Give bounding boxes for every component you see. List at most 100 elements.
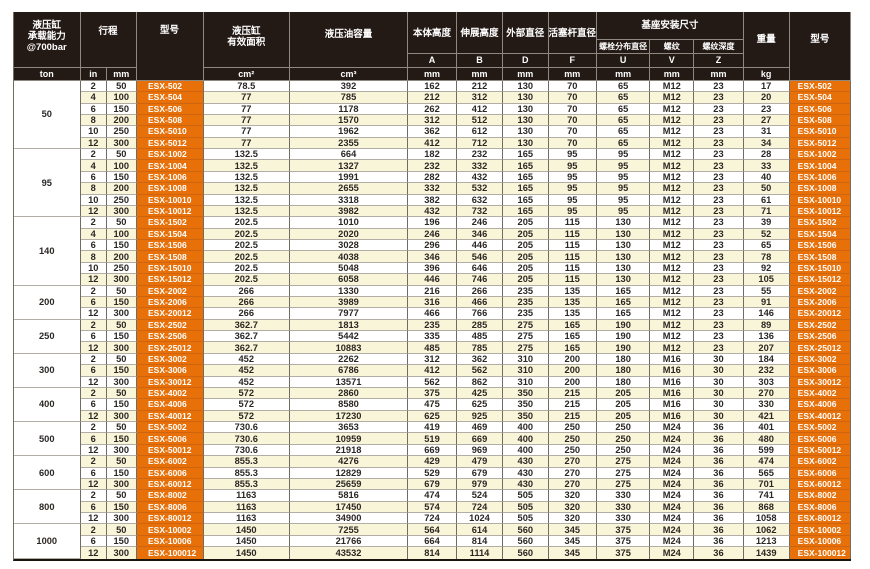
cell-stroke-mm: 150	[107, 501, 137, 514]
cell-dim-d: 205	[503, 251, 549, 263]
cell-weight: 61	[743, 194, 790, 206]
cell-dim-b: 979	[457, 478, 503, 491]
cell-dim-d: 205	[503, 240, 549, 252]
cell-dim-f: 115	[548, 274, 597, 286]
unit-in: in	[80, 67, 107, 81]
cell-model-right: ESX-6006	[789, 467, 851, 479]
cell-dim-b: 266	[457, 285, 503, 297]
cell-weight: 868	[743, 501, 790, 514]
cell-dim-f: 95	[548, 183, 597, 195]
cell-dim-u: 165	[596, 308, 651, 320]
cell-area: 572	[203, 387, 290, 400]
cell-model: ESX-2002	[136, 285, 204, 297]
cell-stroke-mm: 150	[107, 535, 137, 548]
cell-dim-z: 23	[694, 160, 744, 172]
cell-volume: 2655	[290, 183, 408, 195]
cell-weight: 421	[743, 410, 790, 423]
cell-dim-z: 30	[694, 365, 744, 377]
cell-dim-f: 135	[548, 308, 597, 320]
cell-dim-f: 200	[548, 353, 597, 366]
cell-dim-f: 70	[548, 137, 597, 150]
cell-volume: 2860	[290, 387, 408, 400]
header-model-title-right: 型号	[789, 11, 851, 81]
cell-dim-d: 235	[503, 308, 549, 320]
cell-volume: 1570	[290, 114, 408, 127]
cell-dim-u: 275	[596, 478, 651, 491]
cell-dim-u: 190	[596, 319, 651, 332]
cell-stroke-in: 12	[80, 376, 107, 388]
cell-dim-v: M12	[650, 171, 695, 184]
cell-dim-d: 430	[503, 467, 549, 479]
cell-stroke-in: 2	[80, 319, 107, 332]
cell-dim-a: 196	[408, 217, 457, 229]
cell-model: ESX-6002	[136, 456, 204, 468]
cell-stroke-mm: 50	[107, 353, 137, 366]
cell-dim-z: 36	[694, 422, 744, 434]
cell-dim-f: 70	[548, 92, 597, 104]
header-extended-height-title: 伸展高度	[457, 11, 503, 55]
cell-dim-d: 130	[503, 126, 549, 138]
cell-dim-a: 669	[408, 444, 457, 457]
cell-dim-a: 564	[408, 524, 457, 536]
cell-model-right: ESX-5012	[789, 137, 851, 150]
cell-dim-u: 165	[596, 285, 651, 297]
cell-dim-a: 724	[408, 513, 457, 525]
cell-model-right: ESX-50012	[789, 444, 851, 457]
cell-dim-z: 36	[694, 490, 744, 502]
cell-dim-z: 36	[694, 547, 744, 559]
cell-weight: 303	[743, 376, 790, 388]
cell-area: 1163	[203, 501, 290, 514]
capacity-cell: 140	[14, 217, 81, 286]
cell-model-right: ESX-8006	[789, 501, 851, 514]
cell-area: 202.5	[203, 251, 290, 263]
cell-area: 202.5	[203, 217, 290, 229]
cell-dim-z: 23	[694, 342, 744, 354]
cell-area: 855.3	[203, 456, 290, 468]
header-letter-b: B	[457, 54, 503, 68]
cell-stroke-mm: 100	[107, 228, 137, 241]
cell-dim-a: 466	[408, 308, 457, 320]
cell-volume: 10959	[290, 433, 408, 445]
cell-area: 855.3	[203, 467, 290, 479]
cell-dim-z: 23	[694, 296, 744, 309]
unit-mm-u: mm	[596, 67, 651, 81]
cell-stroke-in: 2	[80, 80, 107, 93]
cell-dim-f: 165	[548, 342, 597, 354]
cell-dim-d: 430	[503, 456, 549, 468]
cell-stroke-in: 12	[80, 444, 107, 457]
cell-stroke-mm: 150	[107, 331, 137, 343]
cell-dim-v: M12	[650, 160, 695, 172]
cell-dim-z: 23	[694, 114, 744, 127]
unit-mm-b: mm	[457, 67, 503, 81]
cell-stroke-in: 6	[80, 501, 107, 514]
cell-stroke-in: 12	[80, 478, 107, 491]
cell-model: ESX-30012	[136, 376, 204, 388]
cell-model-right: ESX-1004	[789, 160, 851, 172]
cell-stroke-in: 12	[80, 274, 107, 286]
cell-dim-u: 190	[596, 342, 651, 354]
cell-model: ESX-3002	[136, 353, 204, 366]
header-area-title: 液压缸 有效面积	[203, 11, 290, 68]
cell-dim-d: 130	[503, 103, 549, 115]
cell-volume: 1813	[290, 319, 408, 332]
cell-dim-b: 669	[457, 433, 503, 445]
cell-dim-v: M12	[650, 251, 695, 263]
cell-dim-z: 23	[694, 183, 744, 195]
cell-dim-f: 345	[548, 547, 597, 559]
cell-dim-d: 130	[503, 137, 549, 150]
cell-model: ESX-1002	[136, 149, 204, 161]
header-bolt-circle-title: 螺栓分布直径	[596, 40, 651, 55]
cell-stroke-in: 12	[80, 342, 107, 354]
cell-area: 77	[203, 114, 290, 127]
cell-dim-v: M12	[650, 274, 695, 286]
cell-weight: 91	[743, 296, 790, 309]
cell-dim-u: 65	[596, 114, 651, 127]
capacity-cell: 95	[14, 149, 81, 218]
cell-model-right: ESX-60012	[789, 478, 851, 491]
cell-model: ESX-1006	[136, 171, 204, 184]
cell-dim-v: M24	[650, 478, 695, 491]
cell-dim-v: M12	[650, 285, 695, 297]
cell-volume: 3653	[290, 422, 408, 434]
cell-weight: 65	[743, 240, 790, 252]
cell-dim-b: 712	[457, 137, 503, 150]
